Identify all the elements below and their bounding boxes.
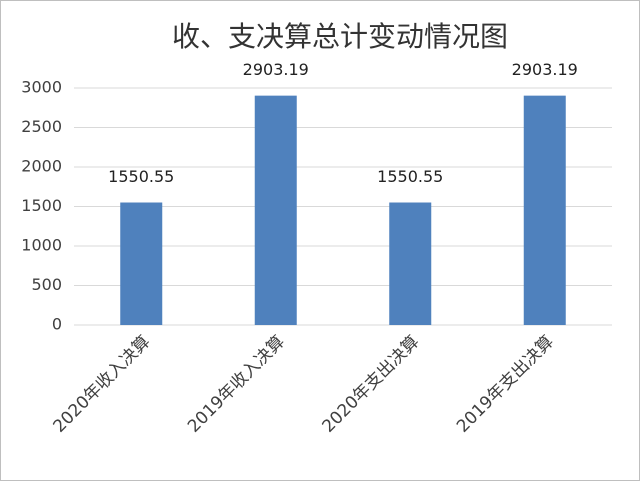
bar bbox=[389, 202, 432, 325]
bar bbox=[120, 202, 163, 325]
y-tick-label: 500 bbox=[31, 275, 62, 294]
y-tick-label: 3000 bbox=[21, 78, 62, 97]
y-tick-label: 2000 bbox=[21, 157, 62, 176]
bar bbox=[254, 95, 297, 326]
y-tick-label: 0 bbox=[52, 315, 62, 334]
value-label: 2903.19 bbox=[512, 60, 578, 79]
bar bbox=[523, 95, 566, 326]
chart-title: 收、支决算总计变动情况图 bbox=[172, 20, 508, 53]
y-tick-label: 1500 bbox=[21, 196, 62, 215]
value-label: 1550.55 bbox=[108, 167, 174, 186]
y-tick-label: 1000 bbox=[21, 236, 62, 255]
value-label: 2903.19 bbox=[243, 60, 309, 79]
value-label: 1550.55 bbox=[377, 167, 443, 186]
y-tick-label: 2500 bbox=[21, 117, 62, 136]
